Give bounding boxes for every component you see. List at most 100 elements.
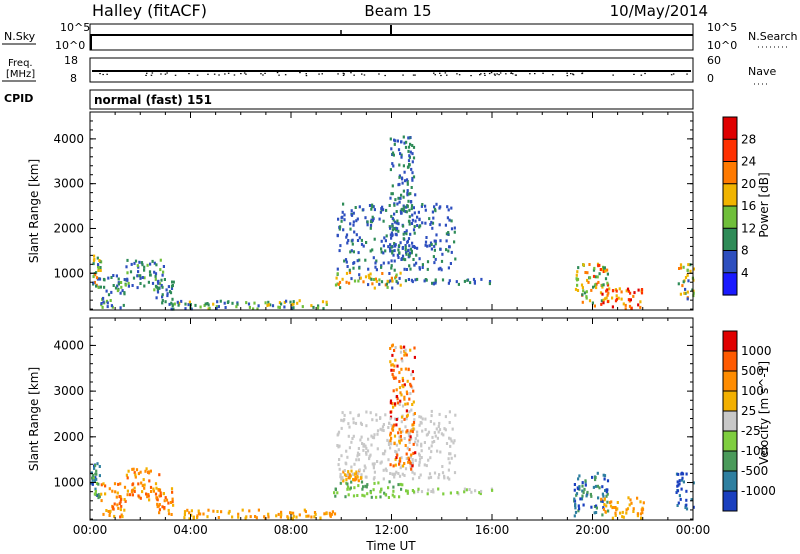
range-cell (393, 475, 396, 479)
nave-point (196, 74, 199, 76)
range-cell (605, 488, 608, 492)
range-cell (367, 267, 370, 271)
range-cell (593, 511, 596, 515)
range-cell (168, 290, 172, 294)
range-cell (400, 211, 403, 215)
range-cell (594, 484, 598, 488)
range-cell (347, 476, 350, 480)
range-cell (360, 435, 363, 439)
range-cell (389, 226, 392, 230)
colorbar-segment (723, 491, 737, 512)
range-cell (245, 301, 248, 305)
range-cell (443, 474, 446, 478)
range-cell (604, 297, 607, 301)
range-cell (584, 271, 587, 274)
range-cell (578, 485, 581, 489)
range-cell (394, 232, 397, 236)
range-cell (149, 273, 152, 277)
nave-point (552, 74, 554, 76)
range-cell (604, 489, 607, 492)
range-cell (392, 368, 395, 372)
range-cell (149, 485, 153, 489)
range-cell (345, 260, 348, 264)
range-cell (96, 494, 99, 497)
range-cell (143, 483, 146, 487)
range-cell (406, 413, 409, 417)
range-cell (581, 494, 584, 498)
range-cell (437, 267, 440, 271)
range-cell (349, 486, 352, 490)
range-cell (223, 301, 226, 305)
range-cell (280, 513, 283, 517)
range-cell (456, 491, 459, 495)
range-cell (686, 268, 689, 272)
range-cell (416, 439, 420, 443)
range-cell (608, 287, 611, 291)
nave-point (433, 72, 435, 74)
range-cell (404, 352, 407, 356)
range-cell (433, 239, 436, 243)
range-cell (408, 410, 411, 414)
range-cell (126, 271, 129, 275)
range-cell (256, 307, 259, 311)
range-cell (188, 511, 191, 515)
range-cell (166, 292, 169, 296)
velocity-heatmap (90, 343, 695, 521)
range-cell (387, 426, 390, 429)
range-cell (154, 277, 157, 281)
range-cell (97, 263, 100, 267)
range-cell (362, 208, 365, 212)
range-cell (392, 218, 395, 222)
range-cell (439, 247, 442, 251)
colorbar-segment (723, 250, 737, 274)
range-cell (170, 487, 174, 491)
range-cell (406, 204, 409, 208)
range-cell (206, 515, 209, 519)
range-cell (391, 228, 394, 232)
range-cell (403, 417, 406, 421)
range-cell (343, 473, 347, 477)
range-cell (93, 492, 96, 496)
range-cell (358, 453, 361, 456)
range-cell (431, 210, 434, 214)
range-cell (421, 429, 424, 433)
range-cell (413, 211, 416, 215)
range-cell (357, 458, 360, 462)
range-cell (350, 440, 353, 444)
range-cell (389, 431, 392, 435)
range-cell (389, 347, 392, 350)
range-cell (136, 264, 139, 268)
range-cell (416, 215, 419, 219)
range-cell (168, 302, 171, 306)
range-cell (400, 258, 403, 261)
range-cell (384, 467, 387, 471)
range-cell (396, 281, 399, 285)
range-cell (126, 493, 129, 497)
range-cell (681, 476, 684, 480)
range-cell (112, 284, 115, 287)
range-cell (413, 246, 416, 250)
range-cell (364, 484, 367, 488)
range-cell (374, 265, 377, 269)
range-cell (640, 289, 643, 293)
range-cell (432, 282, 435, 286)
range-cell (602, 473, 605, 477)
range-cell (418, 257, 421, 261)
nave-point (166, 72, 168, 74)
range-cell (408, 244, 411, 248)
range-cell (355, 470, 358, 474)
range-cell (107, 510, 110, 513)
range-cell (400, 193, 403, 197)
range-cell (365, 452, 368, 456)
range-cell (97, 493, 100, 497)
range-cell (154, 284, 158, 288)
range-cell (406, 191, 409, 195)
range-cell (131, 483, 134, 487)
range-cell (340, 477, 343, 481)
range-cell (371, 218, 374, 222)
range-cell (609, 504, 613, 508)
range-cell (364, 275, 368, 279)
range-cell (301, 305, 304, 309)
range-cell (364, 258, 367, 262)
range-cell (146, 263, 149, 267)
